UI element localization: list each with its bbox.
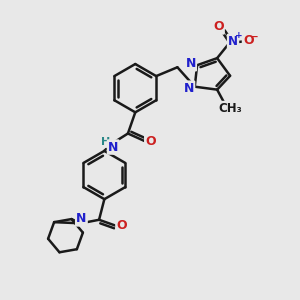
Text: O: O	[243, 34, 254, 47]
Text: N: N	[184, 82, 194, 95]
Text: N: N	[228, 35, 238, 48]
Text: CH₃: CH₃	[219, 102, 243, 115]
Text: −: −	[250, 32, 259, 42]
Text: O: O	[213, 20, 224, 33]
Text: +: +	[235, 31, 242, 40]
Text: H: H	[101, 137, 110, 147]
Text: N: N	[108, 141, 119, 154]
Text: O: O	[145, 135, 156, 148]
Text: N: N	[76, 212, 87, 225]
Text: N: N	[185, 57, 196, 70]
Text: O: O	[116, 219, 127, 232]
